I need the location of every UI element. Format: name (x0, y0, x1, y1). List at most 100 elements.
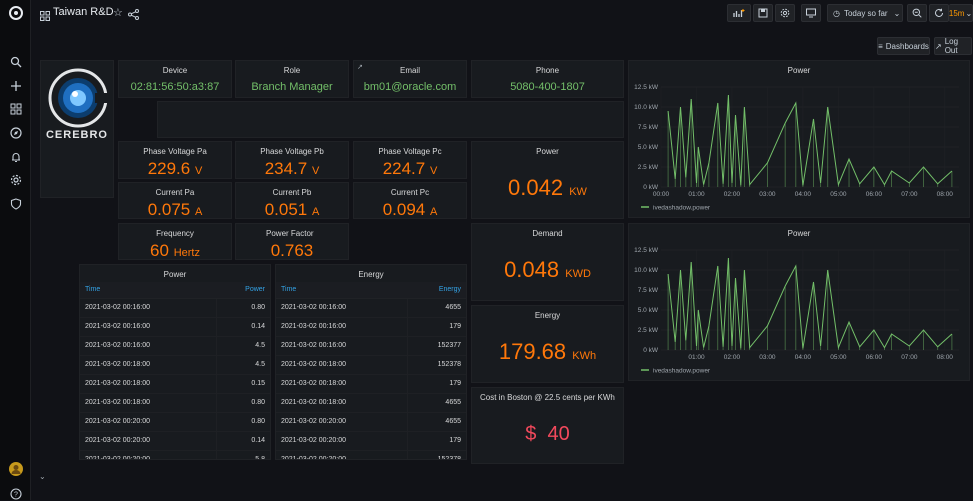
search-icon[interactable] (8, 54, 23, 69)
plus-icon[interactable] (8, 78, 23, 93)
power-chart-panel-1: Power 0 kW 2.5 kW 5.0 kW 7.5 kW 10.0 kW 12.5 … (628, 60, 970, 218)
star-icon[interactable]: ☆ (113, 7, 123, 19)
table-row: 2021-03-02 00:16:00 4.5 (80, 336, 270, 356)
demand-stat-title: Demand (532, 229, 563, 238)
logout-link[interactable]: ↗ Log Out (934, 37, 972, 55)
save-dashboard-button[interactable] (753, 4, 773, 22)
current-pc-panel: Current Pc 0.094 A (353, 182, 467, 219)
value-cell: 0.14 (216, 431, 270, 451)
collapse-chevron-icon[interactable]: ⌄ (39, 472, 46, 481)
time-cell: 2021-03-02 00:18:00 (276, 355, 408, 375)
phase-voltage-pb-panel: Phase Voltage Pb 234.7 V (235, 141, 349, 179)
time-cell: 2021-03-02 00:18:00 (276, 393, 408, 413)
power-table-body: 2021-03-02 00:16:00 0.80 2021-03-02 00:16:… (80, 298, 270, 459)
cpb-number: 0.051 (264, 200, 308, 219)
y-tick-label: 5.0 kW (638, 144, 659, 151)
power-stat-panel: Power 0.042 KW (471, 141, 624, 219)
time-cell: 2021-03-02 00:18:00 (80, 374, 217, 394)
y-tick-label: 2.5 kW (638, 164, 659, 171)
logo-panel: CEREBRO (40, 60, 114, 198)
shield-icon[interactable] (8, 196, 23, 211)
sidebar: ? (0, 0, 31, 500)
refresh-button[interactable] (929, 4, 949, 22)
power-stat-number: 0.042 (508, 175, 564, 200)
frequency-panel: Frequency 60 Hertz (118, 223, 232, 260)
time-column-header[interactable]: Time (276, 282, 408, 299)
time-cell: 2021-03-02 00:16:00 (80, 317, 217, 337)
email-value[interactable]: bm01@oracle.com (363, 81, 457, 93)
time-range-picker[interactable]: ◷ Today so far ⌄ (827, 4, 903, 22)
email-title: Email (399, 66, 420, 75)
tv-mode-button[interactable] (801, 4, 821, 22)
frequency-number: 60 (150, 241, 169, 260)
value-cell: 0.14 (216, 317, 270, 337)
y-tick-label: 0 kW (643, 347, 659, 354)
cpc-number: 0.094 (382, 200, 426, 219)
energy-table-body: 2021-03-02 00:16:00 4655 2021-03-02 00:16:… (276, 298, 466, 459)
power-chart-1[interactable]: 0 kW 2.5 kW 5.0 kW 7.5 kW 10.0 kW 12.5 kW 00:0… (629, 61, 969, 216)
clock-icon: ◷ (833, 8, 840, 18)
cpb-unit: A (311, 206, 320, 218)
power-chart-2[interactable]: 0 kW 2.5 kW 5.0 kW 7.5 kW 10.0 kW 12.5 kW 01:0… (629, 224, 969, 379)
logout-link-label: Log Out (944, 37, 959, 55)
settings-button[interactable] (775, 4, 795, 22)
share-icon[interactable] (128, 7, 139, 25)
energy-column-header[interactable]: Energy (407, 282, 466, 299)
panel-link-icon[interactable]: ↗ (357, 64, 363, 71)
cost-currency: $ (525, 423, 537, 445)
compass-icon[interactable] (8, 125, 23, 140)
x-tick-label: 06:00 (866, 354, 883, 361)
cost-stat-panel: Cost in Boston @ 22.5 cents per KWh $ 40 (471, 387, 624, 464)
phase-voltage-pa-panel: Phase Voltage Pa 229.6 V (118, 141, 232, 179)
list-icon: ≡ (878, 41, 883, 51)
y-tick-label: 7.5 kW (638, 287, 659, 294)
demand-stat-number: 0.048 (504, 257, 560, 282)
role-value: Branch Manager (251, 81, 333, 93)
user-avatar[interactable] (8, 461, 23, 476)
cerebro-logo (48, 68, 109, 128)
power-column-header[interactable]: Power (216, 282, 270, 299)
value-cell: 4655 (407, 393, 466, 413)
dashboards-link[interactable]: ≡ Dashboards (877, 37, 930, 55)
table-row: 2021-03-02 00:16:00 0.80 (80, 298, 270, 318)
bell-icon[interactable] (8, 149, 23, 164)
y-tick-label: 0 kW (643, 184, 659, 191)
energy-stat-panel: Energy 179.68 KWh (471, 305, 624, 383)
table-row: 2021-03-02 00:20:00 0.14 (80, 431, 270, 451)
pvc-number: 224.7 (382, 159, 426, 178)
y-tick-label: 5.0 kW (638, 307, 659, 314)
add-panel-button[interactable] (727, 4, 751, 22)
x-tick-label: 08:00 (937, 354, 954, 361)
power-factor-value: 0.763 (270, 241, 314, 260)
cpc-unit: A (429, 206, 438, 218)
time-column-header[interactable]: Time (80, 282, 217, 299)
value-cell: 179 (407, 374, 466, 394)
x-tick-label: 03:00 (759, 354, 776, 361)
y-tick-label: 12.5 kW (634, 247, 659, 254)
demand-stat-panel: Demand 0.048 KWD (471, 223, 624, 301)
time-cell: 2021-03-02 00:16:00 (80, 336, 217, 356)
power-factor-panel: Power Factor 0.763 (235, 223, 349, 260)
x-tick-label: 05:00 (830, 354, 847, 361)
time-cell: 2021-03-02 00:16:00 (276, 298, 408, 318)
time-cell: 2021-03-02 00:20:00 (276, 431, 408, 451)
table-row: 2021-03-02 00:16:00 179 (276, 317, 466, 337)
frequency-value: 60 Hertz (119, 241, 231, 261)
pvb-title: Phase Voltage Pb (260, 147, 324, 156)
device-panel: Device 02:81:56:50:a3:87 (118, 60, 232, 98)
dashboards-grid-icon[interactable] (8, 101, 23, 116)
email-panel: ↗ Email bm01@oracle.com (353, 60, 467, 98)
help-icon[interactable]: ? (8, 486, 23, 501)
x-tick-label: 06:00 (866, 191, 883, 198)
cpa-number: 0.075 (147, 200, 191, 219)
refresh-interval-picker[interactable]: 15m ⌄ (949, 4, 973, 22)
cost-stat-value: $ 40 (472, 423, 623, 446)
zoom-out-button[interactable] (907, 4, 927, 22)
cost-stat-title: Cost in Boston @ 22.5 cents per KWh (480, 393, 615, 402)
table-row: 2021-03-02 00:20:00 0.80 (80, 412, 270, 432)
pvb-unit: V (311, 165, 320, 177)
grafana-logo-icon[interactable] (8, 5, 23, 20)
gear-icon[interactable] (8, 172, 23, 187)
y-tick-label: 10.0 kW (634, 104, 659, 111)
dashboard-title[interactable]: Taiwan R&D (53, 6, 114, 18)
